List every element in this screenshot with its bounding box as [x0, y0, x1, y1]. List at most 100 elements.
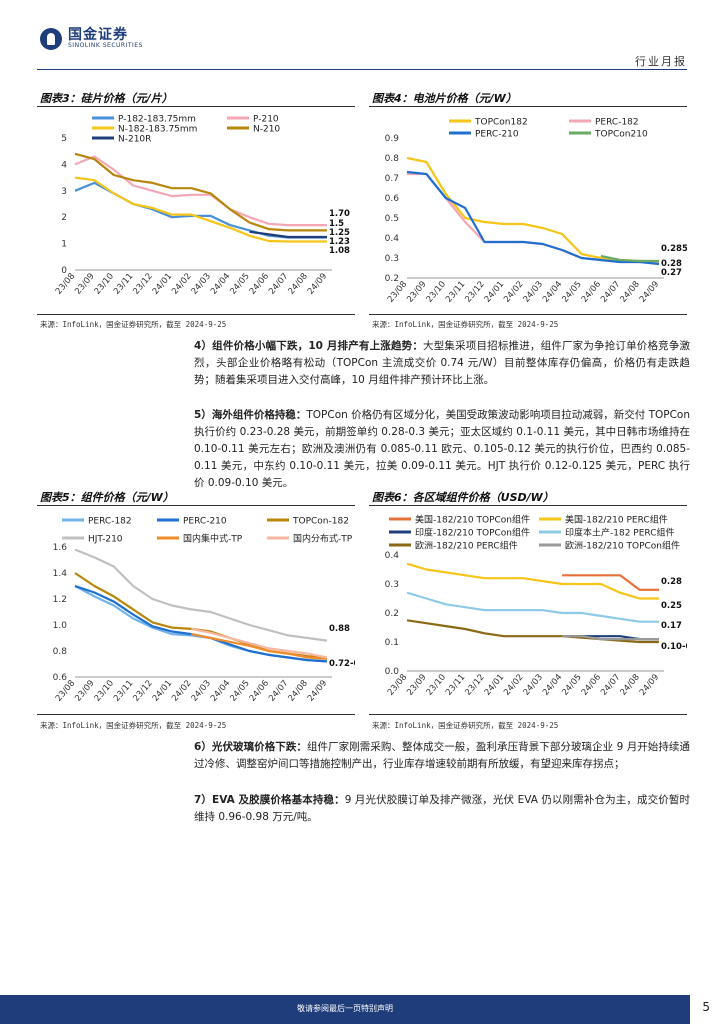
legend-label: TOPCon210 [594, 130, 648, 140]
data-label: 1.5 [329, 219, 344, 229]
x-tick-label: 24/07 [267, 272, 290, 297]
legend-label: PERC-182 [88, 517, 132, 527]
paragraph-heading: 7）EVA 及胶膜价格基本持稳： [194, 794, 345, 806]
legend-label: 国内集中式-TP [183, 533, 243, 545]
data-label: 1.25 [329, 228, 350, 238]
paragraph-glass-price: 6）光伏玻璃价格下跌：组件厂家刚需采购、整体成交一般，盈利承压背景下部分玻璃企业… [194, 739, 690, 773]
logo-cn: 国金证券 [68, 27, 128, 43]
series-line [407, 172, 659, 264]
y-tick-label: 4 [61, 160, 67, 170]
x-tick-label: 23/10 [93, 679, 116, 704]
y-tick-label: 2 [61, 213, 67, 223]
series-line [191, 633, 328, 660]
footer-disclaimer: 敬请参阅最后一页特别声明 [297, 1004, 393, 1013]
x-tick-label: 24/01 [483, 673, 506, 698]
y-tick-label: 0.3 [385, 580, 399, 590]
series-line [562, 574, 659, 591]
x-tick-label: 24/01 [151, 272, 174, 297]
figure6-bottom-rule [369, 714, 687, 715]
footer-bar [0, 995, 690, 1024]
series-line [600, 254, 659, 263]
series-line [74, 572, 328, 659]
paragraph-heading: 4）组件价格小幅下跌，10 月排产有上涨趋势： [194, 340, 424, 352]
data-label: 1.23 [329, 237, 350, 247]
x-tick-label: 24/05 [228, 272, 251, 297]
x-tick-label: 23/11 [112, 272, 135, 297]
chart-regional-module-price: 美国-182/210 TOPCon组件 美国-182/210 PERC组件印度-1… [385, 514, 687, 698]
x-tick-label: 24/03 [522, 280, 545, 305]
series-line [74, 176, 327, 243]
legend-label: PERC-210 [475, 130, 519, 140]
x-tick-label: 24/08 [619, 673, 642, 698]
paragraph-heading: 6）光伏玻璃价格下跌： [194, 741, 307, 753]
legend-label: 美国-182/210 TOPCon组件 [415, 514, 530, 526]
x-tick-label: 23/09 [405, 280, 428, 305]
y-tick-label: 0.4 [385, 551, 400, 561]
legend-label: TOPCon182 [474, 118, 528, 128]
figure3-rule [37, 106, 355, 107]
data-label: 0.27 [661, 268, 682, 278]
y-tick-label: 0.4 [385, 234, 400, 244]
y-tick-label: 0.8 [53, 647, 68, 657]
y-tick-label: 0.9 [385, 134, 400, 144]
figure4-title: 图表4：电池片价格（元/W） [372, 92, 517, 105]
x-tick-label: 23/09 [73, 679, 96, 704]
x-tick-label: 24/04 [541, 673, 564, 698]
x-tick-label: 24/04 [541, 280, 564, 305]
x-tick-label: 24/01 [483, 280, 506, 305]
data-label: 1.70 [329, 209, 350, 219]
y-tick-label: 0 [61, 266, 67, 276]
y-tick-label: 0.5 [385, 214, 399, 224]
figure5-rule [37, 505, 355, 506]
data-label: 0.285 [661, 244, 687, 254]
paragraph-heading: 5）海外组件价格持稳： [194, 409, 307, 421]
y-tick-label: 0.6 [385, 194, 400, 204]
x-tick-label: 24/07 [267, 679, 290, 704]
figure5-source: 来源：InfoLink，国金证券研究所，截至 2024-9-25 [40, 721, 227, 730]
paragraph-body: TOPCon 价格仍有区域分化，美国受政策波动影响项目拉动减弱，新交付 TOPC… [194, 409, 691, 489]
y-tick-label: 5 [61, 134, 67, 144]
figure5-bottom-rule [37, 714, 355, 715]
y-tick-label: 0.2 [385, 274, 399, 284]
legend-label: N-210R [118, 135, 151, 145]
legend-label: N-182-183.75mm [118, 125, 197, 135]
legend-label: PERC-182 [595, 118, 639, 128]
data-label: 0.25 [661, 601, 682, 611]
x-tick-label: 24/03 [190, 272, 213, 297]
x-tick-label: 24/08 [619, 280, 642, 305]
x-tick-label: 24/07 [599, 280, 622, 305]
y-tick-label: 1.0 [53, 621, 68, 631]
x-tick-label: 24/08 [287, 272, 310, 297]
figure3-source: 来源：InfoLink，国金证券研究所，截至 2024-9-25 [40, 320, 227, 329]
series-line [406, 619, 659, 644]
x-tick-label: 24/01 [151, 679, 174, 704]
figure4-rule [369, 106, 687, 107]
x-tick-label: 23/09 [73, 272, 96, 297]
x-tick-label: 23/12 [131, 272, 154, 297]
report-type: 行业月报 [635, 55, 687, 68]
figure4-source: 来源：InfoLink，国金证券研究所，截至 2024-9-25 [372, 320, 559, 329]
x-tick-label: 24/06 [248, 272, 271, 297]
figure6-source: 来源：InfoLink，国金证券研究所，截至 2024-9-25 [372, 721, 559, 730]
y-tick-label: 1.2 [53, 595, 67, 605]
series-line [74, 155, 327, 227]
legend-label: PERC-210 [183, 517, 227, 527]
chart-module-price: PERC-182 PERC-210 TOPCon-182 HJT-210 国内集中式-T… [53, 517, 355, 704]
x-tick-label: 24/02 [170, 679, 193, 704]
series-line [406, 562, 659, 600]
y-tick-label: 0.0 [385, 667, 400, 677]
x-tick-label: 24/05 [228, 679, 251, 704]
chart-silicon-wafer: P-182-183.75mm P-210 N-182-183.75mm N-210 N-… [54, 115, 350, 297]
y-tick-label: 0.2 [385, 609, 399, 619]
x-tick-label: 23/10 [425, 280, 448, 305]
paragraph-body: 组件厂家刚需采购、整体成交一般，盈利承压背景下部分玻璃企业 9 月开始持续通过冷… [194, 741, 690, 770]
y-tick-label: 1.4 [53, 569, 68, 579]
x-tick-label: 24/06 [248, 679, 271, 704]
page-number: 5 [702, 1000, 710, 1014]
y-tick-label: 0.6 [53, 673, 68, 683]
legend-label: 国内分布式-TP [293, 533, 353, 545]
x-tick-label: 24/08 [287, 679, 310, 704]
x-tick-label: 24/04 [209, 679, 232, 704]
x-tick-label: 24/03 [522, 673, 545, 698]
paragraph-module-price: 4）组件价格小幅下跌，10 月排产有上涨趋势：大型集采项目招标推进，组件厂家为争… [194, 338, 690, 389]
